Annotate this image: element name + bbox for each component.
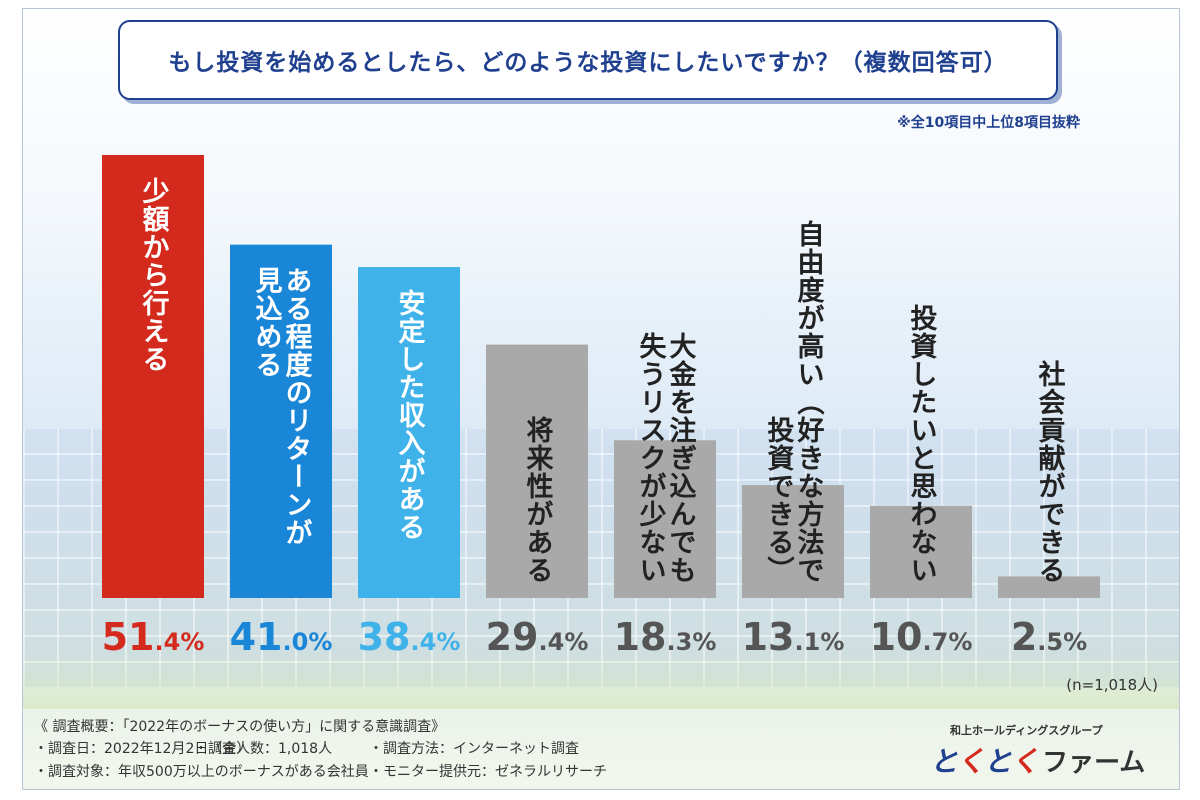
logo-group-name: 和上ホールディングスグループ bbox=[950, 724, 1103, 737]
title-box: もし投資を始めるとしたら、どのような投資にしたいですか？（複数回答可） bbox=[118, 20, 1058, 100]
value-label-5: 18.3% bbox=[614, 615, 717, 659]
bar-label-5-line-1: 大金を注ぎ込んでも bbox=[665, 332, 698, 584]
value-label-4: 29.4% bbox=[486, 615, 589, 659]
survey-method: ・調査方法：インターネット調査 bbox=[369, 741, 579, 757]
value-label-3: 38.4% bbox=[358, 615, 461, 659]
bar-label-5-line-2: 失うリスクが少ない bbox=[635, 332, 667, 584]
bar-label-7-line-1: 投資したいと思わない bbox=[906, 304, 938, 584]
bar-4 bbox=[486, 344, 588, 598]
survey-count: ・調査人数：1,018人 bbox=[194, 741, 333, 757]
sample-size-note: (n=1,018人) bbox=[1066, 676, 1158, 694]
logo-mark-3: と bbox=[984, 745, 1012, 778]
survey-summary: 《 調査概要：「2022年のボーナスの使い方」に関する意識調査》 ・調査日：20… bbox=[34, 716, 794, 781]
value-label-2: 41.0% bbox=[230, 615, 333, 659]
bar-6 bbox=[742, 485, 844, 598]
value-label-7: 10.7% bbox=[870, 615, 973, 659]
infographic-frame bbox=[22, 8, 1180, 790]
bar-8 bbox=[998, 576, 1100, 598]
chart-subnote: ※全10項目中上位8項目抜粋 bbox=[897, 115, 1080, 131]
logo-mark-2: く bbox=[957, 745, 985, 778]
bar-label-1-line-1: 少額から行える bbox=[138, 177, 171, 373]
bar-1 bbox=[102, 155, 204, 598]
company-logo: 和上ホールディングスグループ と く と く ファーム bbox=[930, 722, 1170, 780]
bar-label-6-line-2: 投資できる） bbox=[763, 416, 795, 584]
bar-label-6-line-1: 自由度が高い（好きな方法で bbox=[793, 219, 826, 584]
bar-5 bbox=[614, 440, 716, 598]
survey-provider: ・モニター提供元：ゼネラルリサーチ bbox=[369, 764, 607, 780]
bar-label-8-line-1: 社会貢献ができる bbox=[1034, 359, 1066, 584]
value-label-6: 13.1% bbox=[742, 615, 845, 659]
bar-7 bbox=[870, 505, 972, 598]
bar-label-2-line-2: 見込める bbox=[251, 267, 283, 379]
logo-mark-4: く bbox=[1011, 745, 1039, 778]
bar-label-4-line-1: 将来性がある bbox=[522, 416, 554, 584]
logo-mark-1: と bbox=[930, 745, 958, 778]
survey-target: ・調査対象：年収500万以上のボーナスがある会社員 bbox=[34, 764, 369, 780]
survey-date: ・調査日：2022年12月2日（金） bbox=[34, 741, 251, 757]
bar-3 bbox=[358, 267, 460, 598]
bar-2 bbox=[230, 244, 332, 598]
bar-label-2-line-1: ある程度のリターンが bbox=[281, 267, 313, 547]
solar-panel-background bbox=[23, 429, 1179, 689]
logo-wordmark: ファーム bbox=[1042, 748, 1146, 778]
survey-summary-heading: 《 調査概要：「2022年のボーナスの使い方」に関する意識調査》 bbox=[34, 719, 446, 735]
value-label-1: 51.4% bbox=[102, 615, 205, 659]
bar-label-3-line-1: 安定した収入がある bbox=[394, 289, 426, 541]
grass-background bbox=[23, 649, 1179, 709]
value-label-8: 2.5% bbox=[1011, 615, 1087, 659]
chart-title: もし投資を始めるとしたら、どのような投資にしたいですか？（複数回答可） bbox=[168, 50, 1008, 76]
